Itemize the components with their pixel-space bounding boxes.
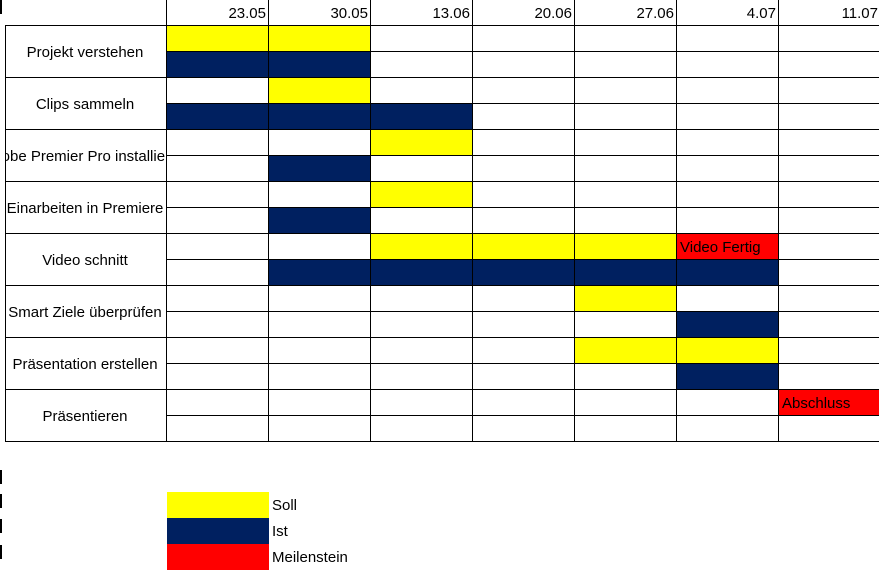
task-label-cell[interactable]: Präsentieren <box>5 390 165 442</box>
edge-mark <box>0 0 2 14</box>
date-header[interactable]: 20.06 <box>534 5 572 22</box>
grid-line-vertical <box>574 0 575 442</box>
grid-line-horizontal <box>5 337 879 338</box>
task-label: Präsentation erstellen <box>12 355 158 373</box>
milestone-bar[interactable] <box>677 234 779 260</box>
ist-bar[interactable] <box>269 156 371 182</box>
date-header[interactable]: 30.05 <box>330 5 368 22</box>
ist-bar[interactable] <box>473 260 575 286</box>
grid-line-horizontal <box>167 51 879 52</box>
grid-line-horizontal <box>167 311 879 312</box>
grid-line-horizontal <box>5 233 879 234</box>
ist-bar[interactable] <box>269 52 371 78</box>
grid-line-vertical <box>778 0 779 442</box>
grid-line-vertical <box>676 0 677 442</box>
ist-bar[interactable] <box>371 260 473 286</box>
ist-bar[interactable] <box>269 208 371 234</box>
grid-line-horizontal <box>5 285 879 286</box>
grid-line-vertical <box>268 0 269 442</box>
grid-line-horizontal <box>167 415 879 416</box>
date-header[interactable]: 4.07 <box>746 5 776 22</box>
legend-label: Ist <box>272 523 288 540</box>
date-header[interactable]: 11.07 <box>841 5 878 22</box>
milestone-bar[interactable] <box>779 390 879 416</box>
grid-line-horizontal <box>5 25 879 26</box>
grid-line-vertical <box>5 25 6 442</box>
grid-line-horizontal <box>5 77 879 78</box>
grid-line-horizontal <box>5 181 879 182</box>
ist-bar[interactable] <box>167 52 269 78</box>
soll-bar[interactable] <box>575 286 677 312</box>
grid-line-horizontal <box>5 129 879 130</box>
legend-swatch-ist <box>167 518 269 544</box>
task-label: Smart Ziele überprüfen <box>8 303 162 321</box>
date-header[interactable]: 13.06 <box>432 5 470 22</box>
ist-bar[interactable] <box>677 312 779 338</box>
grid-line-horizontal <box>167 207 879 208</box>
soll-bar[interactable] <box>269 26 371 52</box>
task-label-cell[interactable]: Projekt verstehen <box>5 26 165 78</box>
milestone-label: Abschluss <box>782 395 851 412</box>
soll-bar[interactable] <box>677 338 779 364</box>
legend-swatch-meilenstein <box>167 544 269 570</box>
ist-bar[interactable] <box>575 260 677 286</box>
soll-bar[interactable] <box>371 234 473 260</box>
task-label-cell[interactable]: Einarbeiten in Premiere <box>5 182 165 234</box>
ist-bar[interactable] <box>677 260 779 286</box>
grid-line-vertical <box>370 0 371 442</box>
task-label-cell[interactable]: Präsentation erstellen <box>5 338 165 390</box>
task-label: Präsentieren <box>42 407 128 425</box>
task-label-cell[interactable]: Video schnitt <box>5 234 165 286</box>
grid-line-vertical <box>166 0 167 442</box>
grid-line-vertical <box>472 0 473 442</box>
soll-bar[interactable] <box>269 78 371 104</box>
date-header[interactable]: 27.06 <box>636 5 674 22</box>
ist-bar[interactable] <box>269 104 371 130</box>
task-label-cell[interactable]: Smart Ziele überprüfen <box>5 286 165 338</box>
task-label-cell[interactable]: Clips sammeln <box>5 78 165 130</box>
grid-line-horizontal <box>167 363 879 364</box>
grid-line-horizontal <box>167 155 879 156</box>
soll-bar[interactable] <box>575 234 677 260</box>
soll-bar[interactable] <box>473 234 575 260</box>
edge-mark <box>0 470 2 484</box>
edge-mark <box>0 545 2 559</box>
ist-bar[interactable] <box>167 104 269 130</box>
soll-bar[interactable] <box>167 26 269 52</box>
grid-line-horizontal <box>5 441 879 442</box>
legend-swatch-soll <box>167 492 269 518</box>
task-label: Einarbeiten in Premiere <box>6 199 164 217</box>
soll-bar[interactable] <box>371 182 473 208</box>
task-label: Adobe Premier Pro installieren <box>5 147 165 165</box>
task-label: Video schnitt <box>42 251 128 269</box>
task-label: Clips sammeln <box>35 95 135 113</box>
grid-line-horizontal <box>167 103 879 104</box>
ist-bar[interactable] <box>269 260 371 286</box>
ist-bar[interactable] <box>371 104 473 130</box>
soll-bar[interactable] <box>575 338 677 364</box>
legend-label: Soll <box>272 497 298 514</box>
task-label-cell[interactable]: Adobe Premier Pro installieren <box>5 130 165 182</box>
edge-mark <box>0 519 2 533</box>
milestone-label: Video Fertig <box>680 239 761 256</box>
grid-line-horizontal <box>5 389 879 390</box>
grid-line-horizontal <box>167 259 879 260</box>
legend-label: Meilenstein <box>272 549 348 566</box>
soll-bar[interactable] <box>371 130 473 156</box>
edge-mark <box>0 494 2 508</box>
ist-bar[interactable] <box>677 364 779 390</box>
date-header[interactable]: 23.05 <box>228 5 266 22</box>
task-label: Projekt verstehen <box>26 43 144 61</box>
